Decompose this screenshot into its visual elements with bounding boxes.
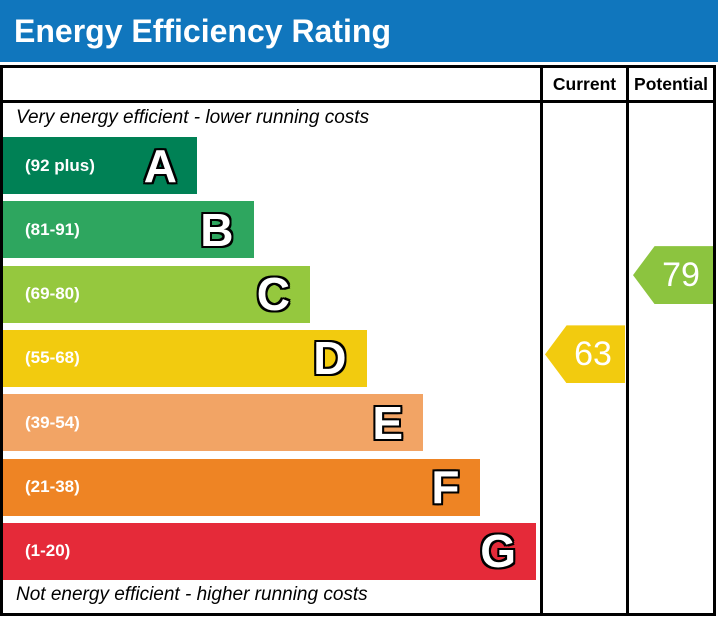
band-range-label: (1-20) [25, 541, 71, 561]
band-letter: D [313, 332, 347, 385]
column-header-current: Current [552, 74, 617, 94]
band-range-label: (81-91) [25, 219, 80, 239]
bottom-caption: Not energy efficient - higher running co… [16, 584, 368, 605]
band-letter: G [480, 525, 516, 578]
band-b: (81-91) B [3, 201, 254, 259]
band-letter: A [143, 139, 177, 192]
chart-title-bar: Energy Efficiency Rating [0, 0, 718, 62]
top-caption: Very energy efficient - lower running co… [16, 107, 370, 128]
band-a: (92 plus) A [3, 137, 197, 194]
band-letter: C [256, 268, 290, 321]
column-header-potential: Potential [634, 74, 708, 94]
band-range-label: (21-38) [25, 477, 80, 496]
band-c: (69-80) C [3, 265, 310, 323]
band-letter: E [372, 396, 403, 449]
band-range-label: (39-54) [25, 412, 80, 432]
column-divider-current [540, 65, 543, 616]
band-f: (21-38) F [3, 458, 480, 516]
band-d: (55-68) D [3, 329, 367, 387]
potential-rating-value: 79 [662, 255, 700, 294]
band-g: (1-20) G [3, 522, 536, 580]
band-letter: F [431, 461, 460, 513]
band-range-label: (92 plus) [25, 155, 95, 175]
current-rating-value: 63 [574, 334, 612, 373]
band-range-label: (55-68) [25, 348, 80, 368]
column-divider-potential [626, 65, 629, 616]
band-range-label: (69-80) [25, 284, 80, 304]
band-e: (39-54) E [3, 394, 423, 452]
band-letter: B [200, 203, 234, 256]
chart-title: Energy Efficiency Rating [14, 12, 391, 49]
header-row-divider [0, 100, 716, 103]
